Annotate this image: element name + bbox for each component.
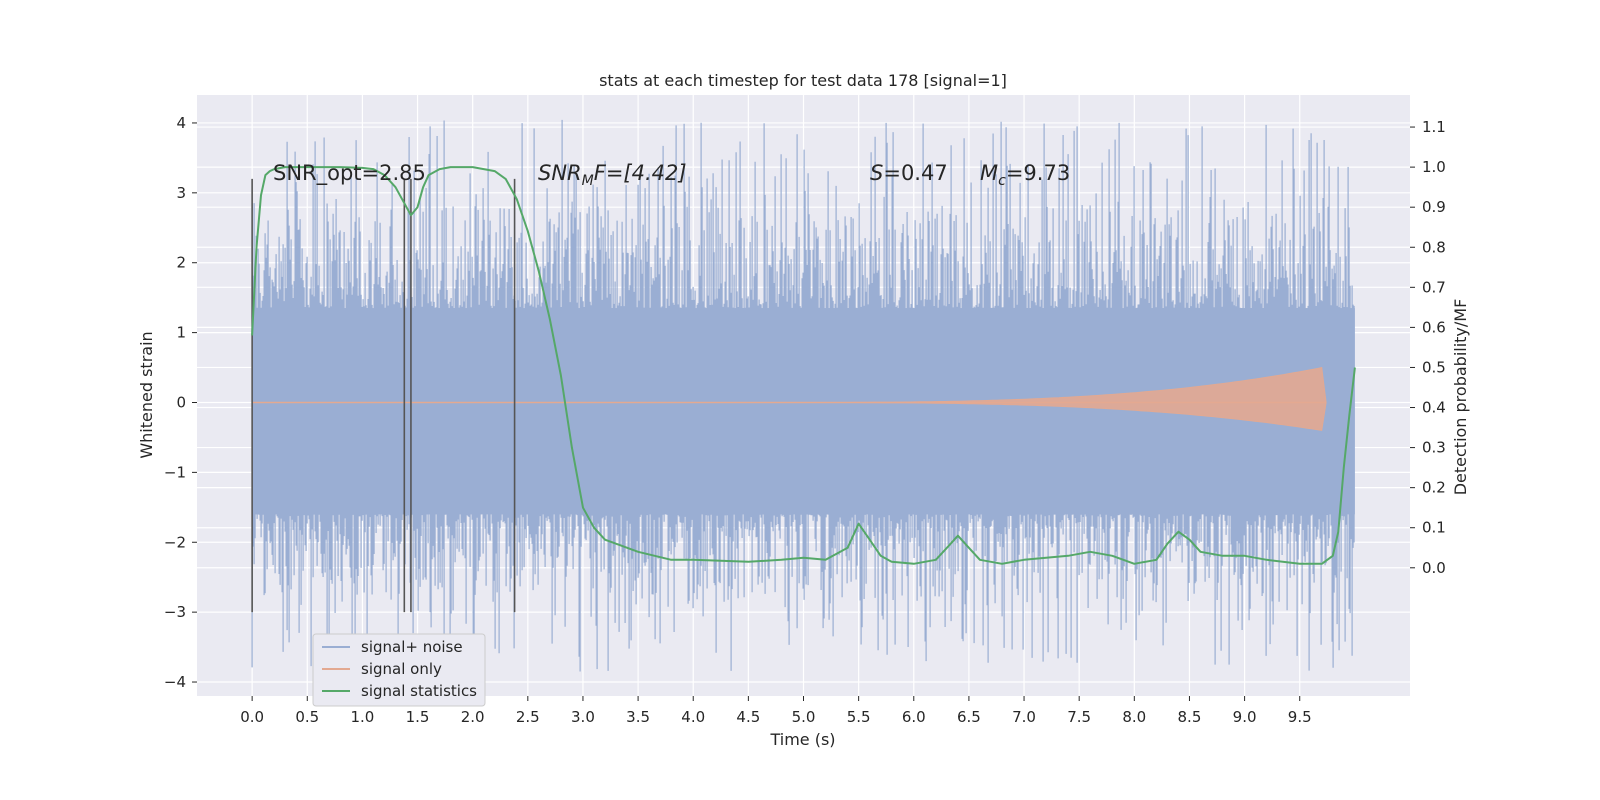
- annotation-s-var: S: [870, 161, 883, 185]
- y-left-tick-label: −3: [164, 603, 186, 621]
- y-right-axis-label: Detection probability/MF: [1451, 299, 1470, 496]
- y-right-tick-labels: 0.0 0.1 0.2 0.3 0.4 0.5 0.6 0.7 0.8 0.9 1.0 1.1: [1410, 118, 1446, 577]
- y-left-axis-label: Whitened strain: [137, 331, 156, 458]
- annotation-mc-var: M: [980, 161, 998, 185]
- annotation-snr-mf-rest: F=[4.42]: [594, 161, 687, 185]
- x-tick-label: 3.5: [626, 708, 650, 726]
- x-tick-label: 1.5: [406, 708, 430, 726]
- y-left-tick-labels: −4 −3 −2 −1 0 1 2 3 4: [164, 114, 197, 691]
- y-left-tick-label: 2: [176, 254, 186, 272]
- annotations: SNR_opt=2.85 SNRMF=[4.42] S=0.47 Mc=9.73: [273, 161, 1070, 189]
- y-right-tick-label: 0.7: [1422, 278, 1446, 296]
- x-tick-label: 3.0: [571, 708, 595, 726]
- y-right-tick-label: 1.1: [1422, 118, 1446, 136]
- signal-chirp: [748, 367, 1327, 431]
- x-tick-label: 6.5: [957, 708, 981, 726]
- x-tick-label: 4.0: [681, 708, 705, 726]
- y-right-tick-label: 0.6: [1422, 318, 1446, 336]
- x-tick-label: 8.0: [1122, 708, 1146, 726]
- x-tick-label: 7.0: [1012, 708, 1036, 726]
- x-tick-label: 2.0: [461, 708, 485, 726]
- legend: signal+ noise signal only signal statist…: [312, 633, 486, 707]
- y-left-tick-label: −4: [164, 673, 186, 691]
- y-right-tick-label: 0.9: [1422, 198, 1446, 216]
- legend-label-statistics: signal statistics: [361, 682, 477, 700]
- annotation-s: S=0.47: [870, 161, 948, 185]
- x-tick-label: 5.0: [792, 708, 816, 726]
- y-right-tick-label: 0.4: [1422, 399, 1446, 417]
- annotation-mc: Mc=9.73: [980, 161, 1070, 189]
- signal-only-series: [252, 367, 1327, 431]
- y-left-tick-label: 1: [176, 324, 186, 342]
- chart-title: stats at each timestep for test data 178…: [599, 71, 1007, 90]
- annotation-snr-mf-base: SNR: [538, 161, 582, 185]
- x-tick-label: 7.5: [1067, 708, 1091, 726]
- legend-label-signal: signal only: [361, 660, 442, 678]
- y-right-tick-label: 0.2: [1422, 479, 1446, 497]
- annotation-s-val: =0.47: [883, 161, 947, 185]
- vertical-markers: [251, 178, 516, 613]
- x-tick-label: 0.0: [240, 708, 264, 726]
- y-right-tick-label: 0.0: [1422, 559, 1446, 577]
- annotation-snr-mf-sub: M: [582, 173, 594, 189]
- x-tick-label: 9.5: [1288, 708, 1312, 726]
- statistics-line: [251, 166, 1356, 565]
- legend-label-noise: signal+ noise: [361, 638, 463, 656]
- y-right-tick-label: 0.3: [1422, 439, 1446, 457]
- x-tick-label: 1.0: [350, 708, 374, 726]
- y-right-tick-label: 1.0: [1422, 158, 1446, 176]
- y-left-tick-label: 0: [176, 393, 186, 411]
- annotation-snr-opt: SNR_opt=2.85: [273, 161, 426, 186]
- signal-statistics-series: [251, 166, 1356, 565]
- y-left-tick-label: −1: [164, 463, 186, 481]
- y-right-tick-label: 0.1: [1422, 519, 1446, 537]
- x-tick-labels: 0.0 0.5 1.0 1.5 2.0 2.5 3.0 3.5 4.0 4.5 5.0 5.5 6.0 6…: [240, 696, 1312, 726]
- x-axis-label: Time (s): [769, 730, 835, 749]
- x-tick-label: 9.0: [1233, 708, 1257, 726]
- y-right-tick-label: 0.8: [1422, 238, 1446, 256]
- annotation-mc-val: =9.73: [1006, 161, 1070, 185]
- x-tick-label: 8.5: [1178, 708, 1202, 726]
- x-tick-label: 0.5: [295, 708, 319, 726]
- y-left-tick-label: −2: [164, 533, 186, 551]
- y-left-tick-label: 3: [176, 184, 186, 202]
- annotation-snr-mf: SNRMF=[4.42]: [538, 161, 687, 189]
- x-tick-label: 4.5: [736, 708, 760, 726]
- y-left-tick-label: 4: [176, 114, 186, 132]
- y-right-tick-label: 0.5: [1422, 358, 1446, 376]
- x-tick-label: 2.5: [516, 708, 540, 726]
- x-tick-label: 6.0: [902, 708, 926, 726]
- legend-box: [312, 633, 486, 707]
- x-tick-label: 5.5: [847, 708, 871, 726]
- annotation-mc-sub: c: [998, 173, 1006, 189]
